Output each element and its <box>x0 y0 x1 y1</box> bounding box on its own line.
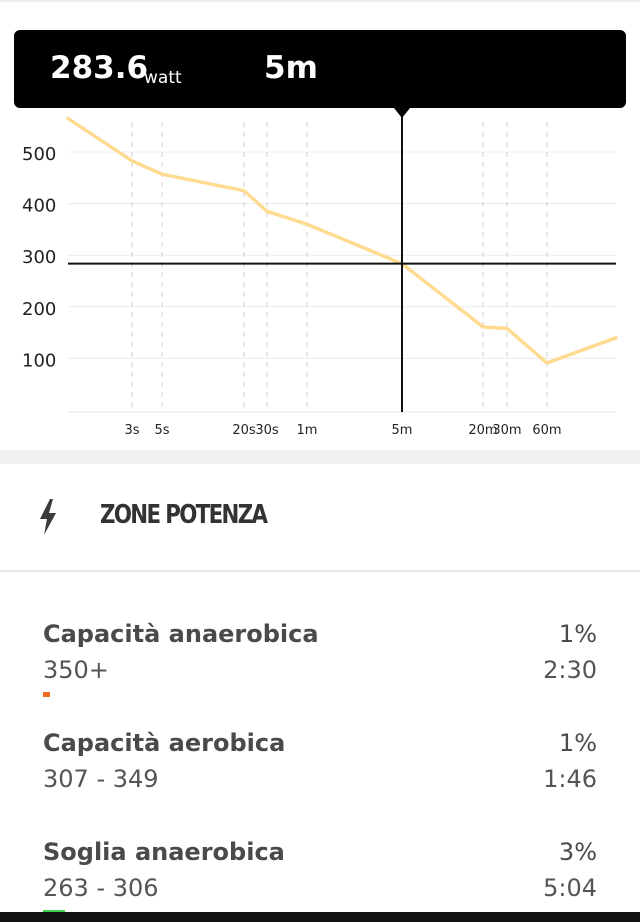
zone-row[interactable]: Capacità aerobica 1% 307 - 349 1:46 <box>0 729 640 829</box>
zone-range: 350+ <box>43 656 109 684</box>
power-curve-point <box>614 336 618 340</box>
zone-time: 5:04 <box>543 874 597 902</box>
y-tick-label: 300 <box>22 247 56 268</box>
x-tick-label: 20s <box>232 423 256 438</box>
zone-name: Capacità anaerobica <box>43 620 319 648</box>
zone-percent: 1% <box>558 620 597 648</box>
tooltip-power-value: 283.6 <box>50 50 149 86</box>
power-curve-point <box>66 116 70 120</box>
x-tick-label: 20m <box>468 423 497 438</box>
power-curve-point <box>265 209 269 213</box>
zones-title: ZONE POTENZA <box>100 500 268 530</box>
zone-percent: 3% <box>558 838 597 866</box>
power-curve-point <box>305 222 309 226</box>
y-tick-label: 100 <box>22 350 56 371</box>
y-tick-label: 500 <box>22 144 56 165</box>
power-curve-point <box>242 189 246 193</box>
y-tick-label: 400 <box>22 196 56 217</box>
chart-tooltip: 283.6 watt 5m <box>14 30 626 108</box>
power-curve-point <box>505 326 509 330</box>
zone-time: 2:30 <box>543 656 597 684</box>
x-tick-label: 5m <box>392 423 413 438</box>
zone-range: 263 - 306 <box>43 874 159 902</box>
zone-range: 307 - 349 <box>43 765 159 793</box>
zone-row[interactable]: Capacità anaerobica 1% 350+ 2:30 <box>0 620 640 720</box>
top-divider <box>0 0 640 2</box>
zones-header: ZONE POTENZA <box>0 464 640 570</box>
section-gap <box>0 450 640 464</box>
tooltip-power-unit: watt <box>144 68 182 88</box>
power-curve-point <box>481 325 485 329</box>
zone-progress-bar <box>43 692 50 697</box>
zone-name: Capacità aerobica <box>43 729 286 757</box>
x-tick-label: 30s <box>255 423 279 438</box>
tooltip-duration: 5m <box>264 50 318 86</box>
x-tick-label: 30m <box>492 423 521 438</box>
zone-percent: 1% <box>558 729 597 757</box>
power-curve-point <box>130 159 134 163</box>
x-tick-label: 1m <box>297 423 318 438</box>
bottom-edge <box>0 912 640 922</box>
x-tick-label: 3s <box>124 423 139 438</box>
tooltip-pointer <box>394 108 410 118</box>
x-tick-label: 5s <box>154 423 169 438</box>
zone-row[interactable]: Soglia anaerobica 3% 263 - 306 5:04 <box>0 838 640 922</box>
zone-time: 1:46 <box>543 765 597 793</box>
power-curve-line <box>66 116 618 365</box>
y-tick-label: 200 <box>22 299 56 320</box>
power-curve-point <box>160 172 164 176</box>
lightning-bolt-icon <box>40 499 56 535</box>
power-curve-point <box>545 361 549 365</box>
zone-name: Soglia anaerobica <box>43 838 285 866</box>
power-curve-card: 100 200 300 400 500 3s 5s 20s 30s 1m 5m 20m 30m 60m 2… <box>0 0 640 450</box>
x-tick-label: 60m <box>532 423 561 438</box>
zones-divider <box>0 570 640 572</box>
